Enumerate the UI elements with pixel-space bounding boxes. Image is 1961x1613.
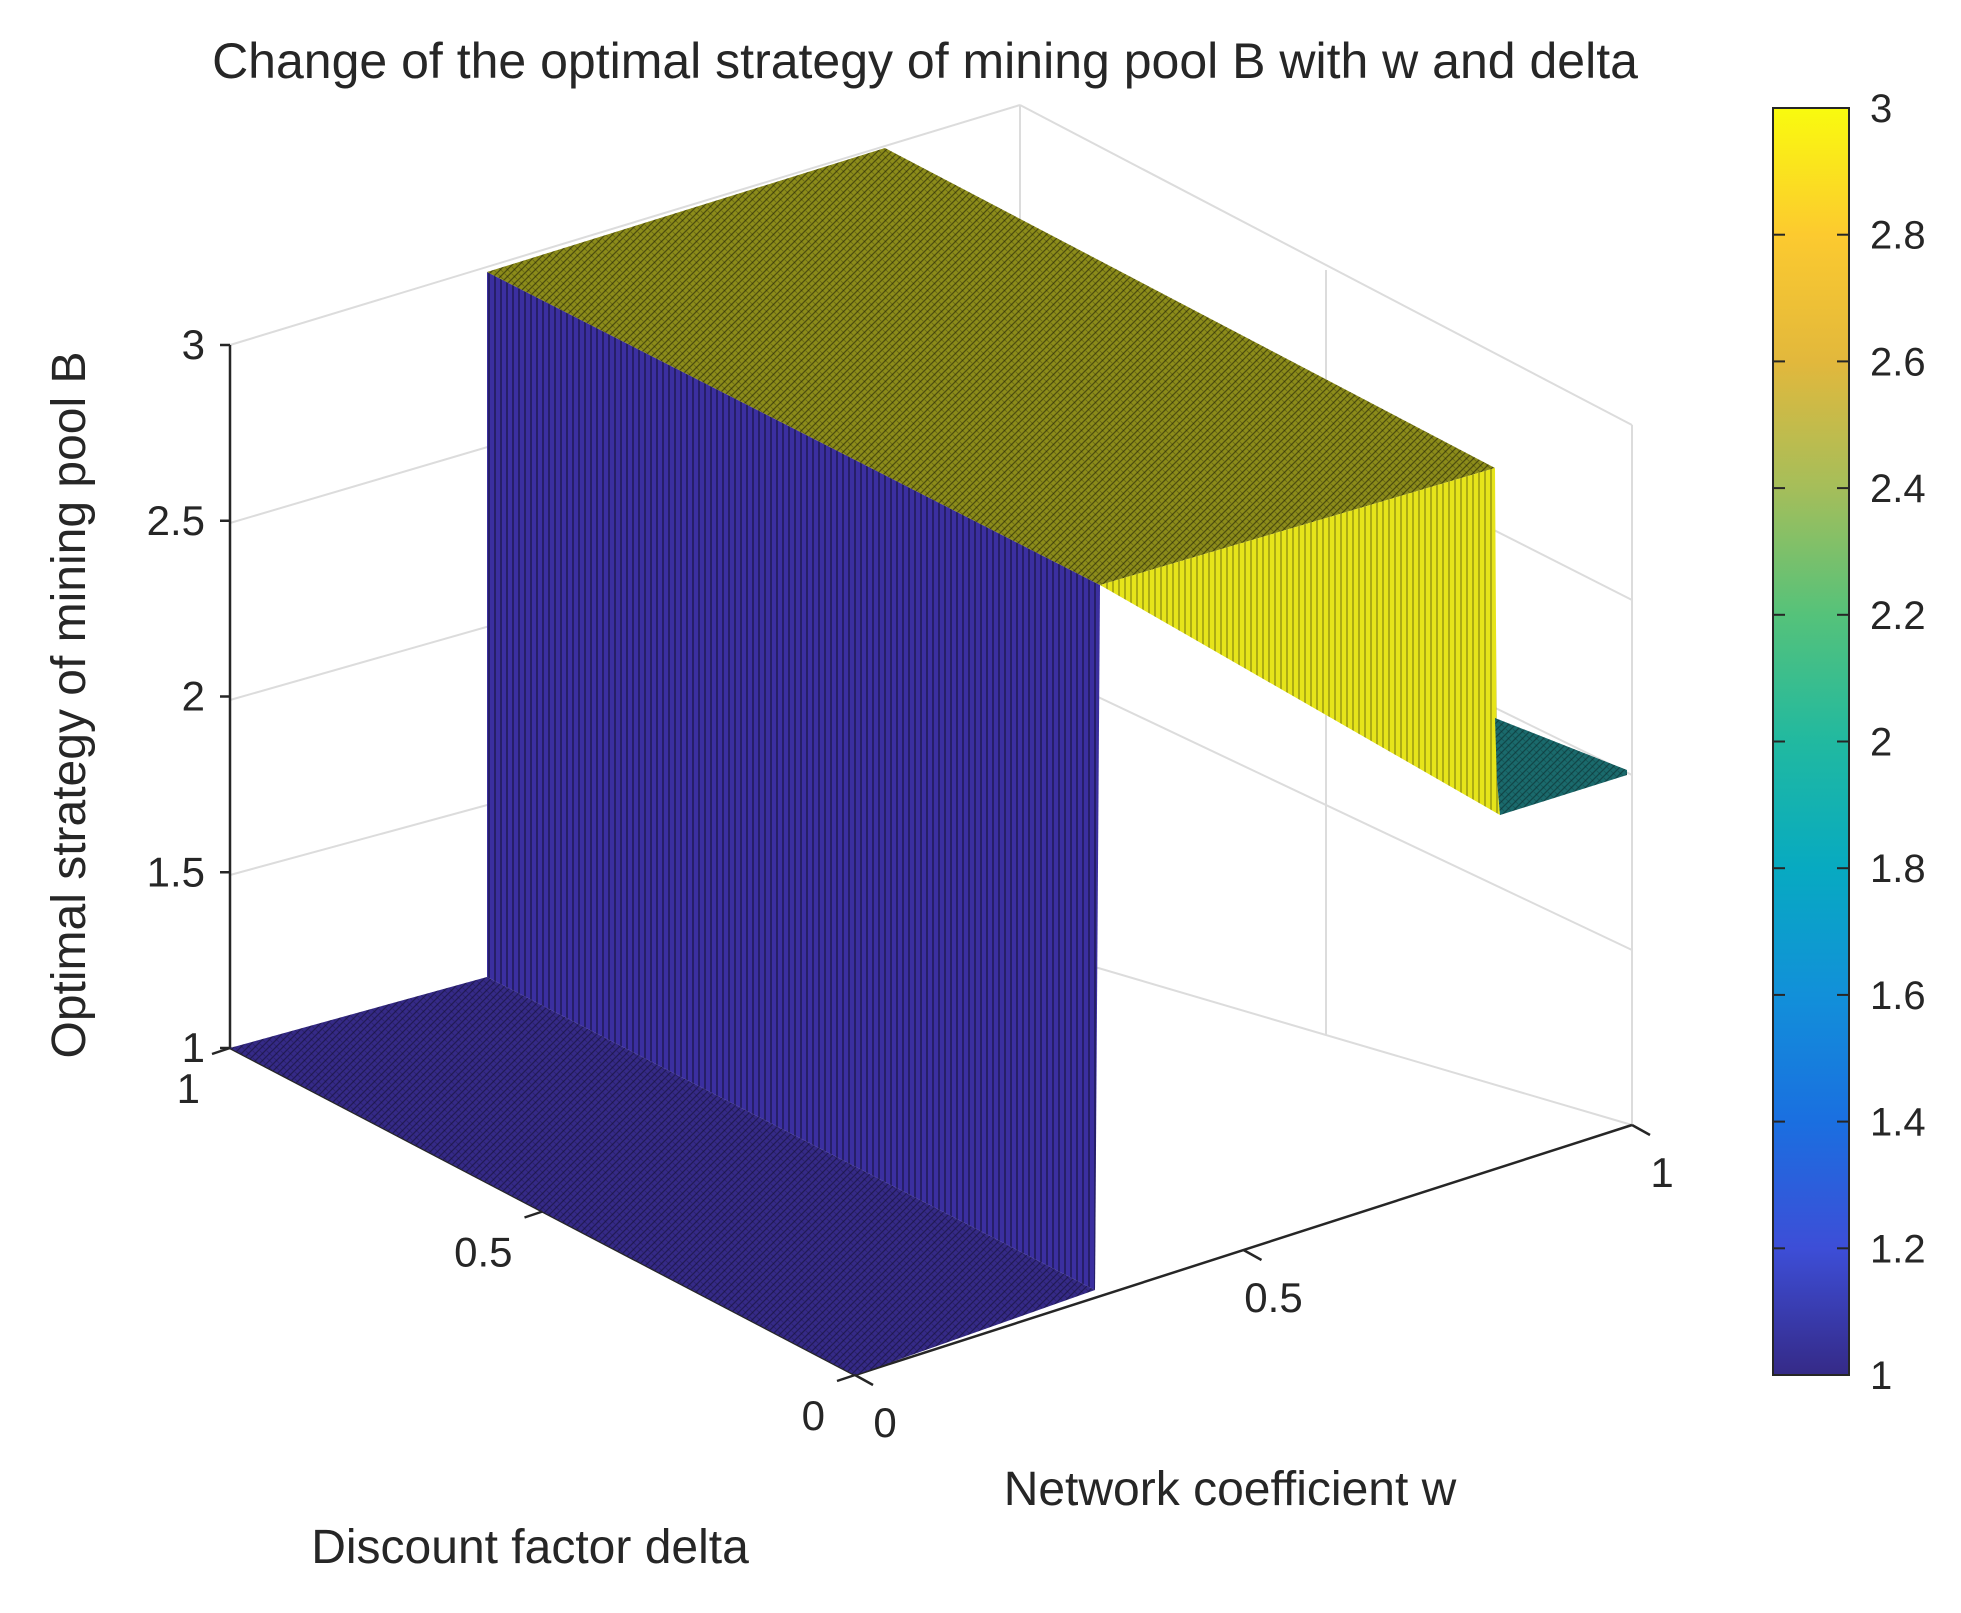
z-tick-label: 3	[182, 321, 205, 368]
colorbar-tick-label: 2.8	[1870, 214, 1926, 258]
colorbar-tick-label: 2.4	[1870, 467, 1926, 511]
x-axis-label: Network coefficient w	[1004, 1463, 1457, 1516]
colorbar-tick-label: 1	[1870, 1354, 1892, 1398]
x-tick-mark	[1631, 1123, 1651, 1137]
x-tick-mark	[1242, 1248, 1263, 1262]
colorbar-tick-label: 1.6	[1870, 974, 1926, 1018]
surface-plateau-mesh	[487, 148, 1495, 585]
z-tick-label: 2	[182, 673, 205, 720]
y-axis-ticks: 00.51	[177, 1046, 856, 1439]
y-tick-label: 0.5	[454, 1229, 512, 1276]
chart-title: Change of the optimal strategy of mining…	[212, 33, 1638, 89]
surface-wall-blue-mesh	[487, 272, 1100, 1290]
surface-plateau-w2-mesh	[1495, 718, 1627, 815]
x-tick-label: 0.5	[1244, 1274, 1302, 1321]
y-tick-label: 0	[802, 1392, 825, 1439]
z-tick-label: 2.5	[147, 497, 205, 544]
colorbar-ticks: 1 1.2 1.4 1.6 1.8 2 2.2 2.4 2.6 2.8 3	[1773, 87, 1926, 1398]
x-axis-ticks: 00.51	[854, 1123, 1674, 1446]
z-axis-label: Optimal strategy of mining pool B	[43, 352, 96, 1059]
y-tick-mark	[836, 1373, 856, 1383]
z-tick-label: 1.5	[147, 848, 205, 895]
colorbar-tick-label: 1.8	[1870, 847, 1926, 891]
x-tick-label: 0	[873, 1399, 896, 1446]
colorbar	[1772, 107, 1850, 1376]
surface-floor-mesh	[230, 977, 1095, 1375]
colorbar-tick-label: 2.2	[1870, 594, 1926, 638]
x-tick-label: 1	[1650, 1149, 1673, 1196]
x-tick-mark	[854, 1373, 874, 1387]
y-axis-label: Discount factor delta	[311, 1521, 749, 1574]
colorbar-tick-label: 1.4	[1870, 1101, 1926, 1145]
colorbar-tick-label: 2.6	[1870, 340, 1926, 384]
y-tick-mark	[211, 1046, 231, 1056]
colorbar-tick-label: 2	[1870, 721, 1892, 765]
y-tick-label: 1	[177, 1065, 200, 1112]
y-tick-mark	[524, 1210, 543, 1219]
z-tick-label: 1	[182, 1024, 205, 1071]
z-axis-ticks: 1 1.5 2 2.5 3	[147, 321, 230, 1071]
surface-slope-mesh	[1100, 468, 1500, 815]
surface-plot	[230, 148, 1627, 1375]
colorbar-tick-label: 3	[1870, 87, 1892, 131]
colorbar-tick-label: 1.2	[1870, 1227, 1926, 1271]
